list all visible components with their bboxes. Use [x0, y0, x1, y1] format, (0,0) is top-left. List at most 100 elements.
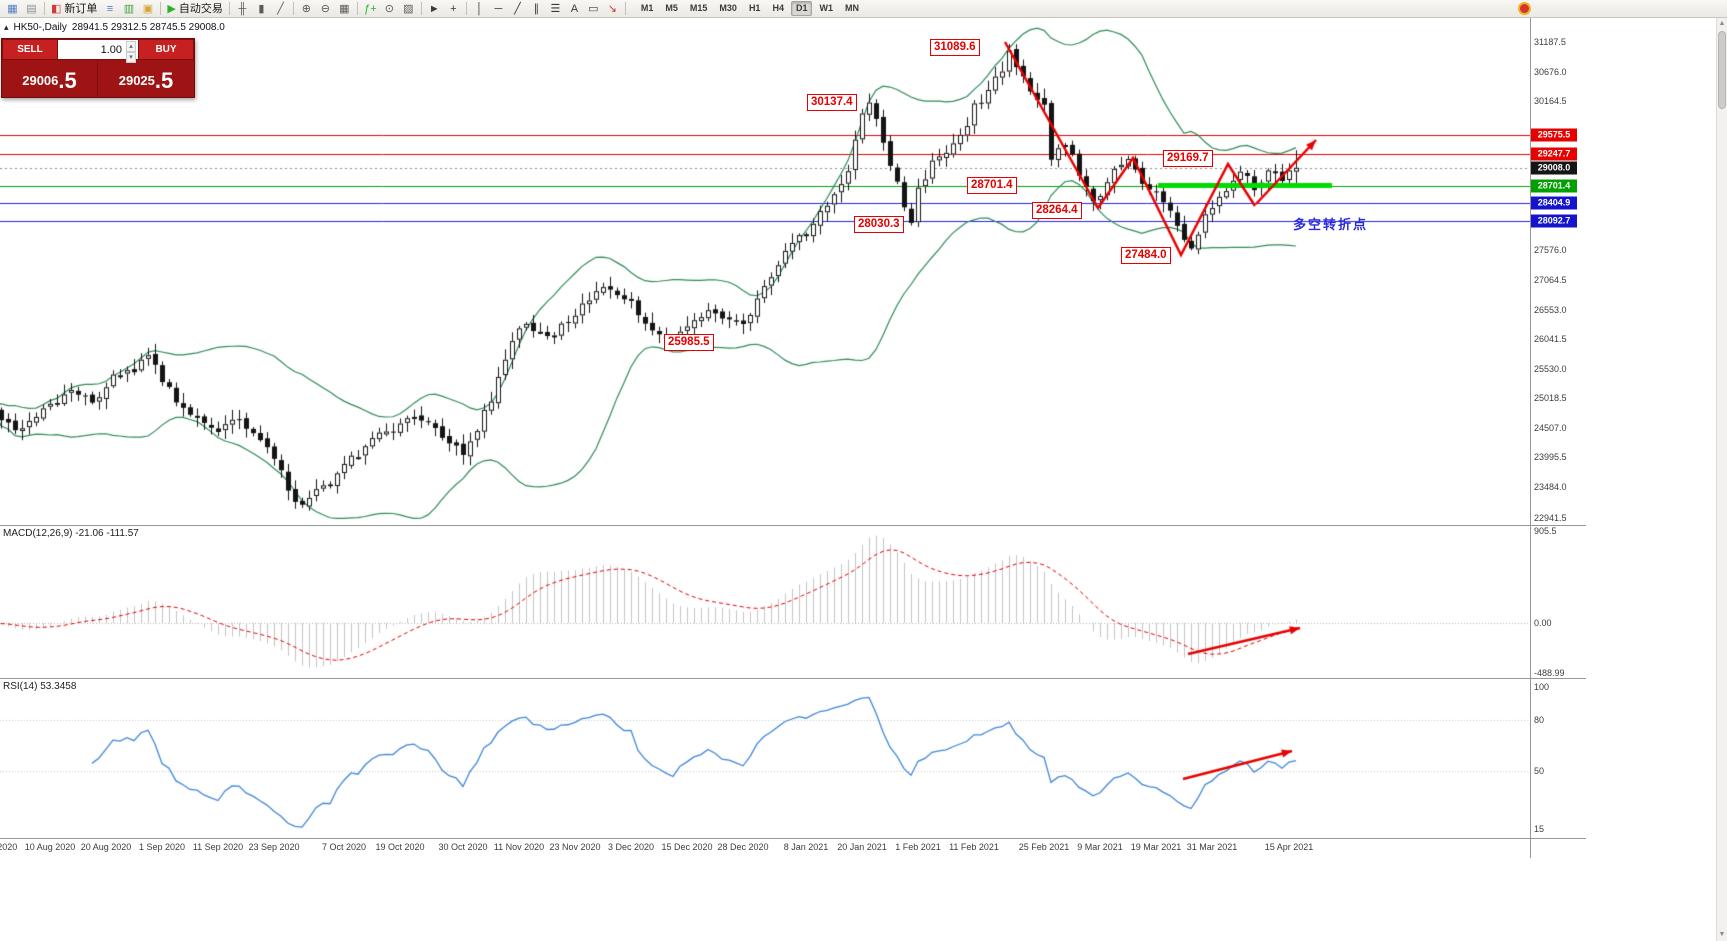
autotrading-button[interactable]: ▶ 自动交易 — [165, 1, 224, 16]
equidistant-channel-button[interactable]: ∥ — [528, 1, 545, 16]
arrows-tool-button[interactable]: ↘ — [604, 1, 621, 16]
trendline-icon: ╱ — [514, 2, 521, 15]
rsi-pane-canvas[interactable] — [0, 679, 1530, 838]
indicators-icon: ƒ+ — [364, 2, 377, 15]
horizontal-line-button[interactable]: ─ — [490, 1, 507, 16]
price-axis-label: 31187.5 — [1534, 37, 1566, 47]
data-window-button[interactable]: ▥ — [120, 1, 137, 16]
timeframe-m15[interactable]: M15 — [689, 3, 708, 13]
price-tag: 28701.4 — [1531, 179, 1577, 192]
vertical-line-icon: │ — [475, 2, 483, 15]
cursor-button[interactable]: ► — [426, 1, 443, 16]
price-axis-label: 30164.5 — [1534, 96, 1567, 107]
price-annotation[interactable]: 28701.4 — [967, 177, 1017, 194]
price-annotation[interactable]: 28030.3 — [854, 216, 904, 233]
macd-pane-separator[interactable] — [0, 525, 1586, 526]
date-axis: 29 Jul 2020 10 Aug 2020 20 Aug 2020 1 Sep 2… — [0, 839, 1530, 858]
price-annotation[interactable]: 30137.4 — [807, 94, 857, 111]
rsi-axis-label: 80 — [1534, 715, 1545, 726]
toolbar-separator — [44, 2, 45, 15]
price-annotation[interactable]: 31089.6 — [930, 39, 980, 56]
timeframe-m30[interactable]: M30 — [719, 3, 737, 13]
date-label: 30 Oct 2020 — [438, 842, 488, 852]
periods-button[interactable]: ⊙ — [381, 1, 398, 16]
price-axis-border — [1530, 18, 1531, 858]
buy-price[interactable]: 29025 .5 — [98, 60, 194, 97]
timeframe-m5[interactable]: M5 — [665, 3, 678, 13]
timeframe-w1[interactable]: W1 — [819, 3, 833, 13]
timeframe-h1[interactable]: H1 — [748, 3, 761, 13]
bar-chart-button[interactable]: ╫ — [234, 1, 251, 16]
price-annotation[interactable]: 28264.4 — [1032, 202, 1082, 219]
timeframe-d1[interactable]: D1 — [790, 1, 813, 16]
rsi-pane-separator[interactable] — [0, 678, 1586, 679]
crosshair-button[interactable]: + — [445, 1, 462, 16]
timeframe-switcher: M1 M5 M15 M30 H1 H4 D1 W1 MN — [635, 1, 865, 16]
date-label: 23 Nov 2020 — [549, 842, 601, 852]
timeframe-h4[interactable]: H4 — [772, 3, 784, 13]
fibonacci-icon: ☰ — [550, 2, 561, 15]
buy-price-frac: .5 — [154, 68, 174, 93]
price-axis-label: 23995.5 — [1534, 452, 1567, 463]
horizontal-line-icon: ─ — [494, 2, 503, 15]
trendline-button[interactable]: ╱ — [509, 1, 526, 16]
tile-windows-button[interactable]: ▦ — [336, 1, 353, 16]
toolbar-separator — [420, 2, 422, 15]
buy-price-main: 29025 — [118, 73, 155, 88]
templates-button[interactable]: ▨ — [400, 1, 417, 16]
volume-up-icon[interactable]: ▴ — [126, 41, 136, 52]
sell-button[interactable]: SELL — [2, 39, 58, 60]
price-tag: 28092.7 — [1531, 214, 1577, 228]
market-watch-icon: ≡ — [106, 2, 114, 15]
price-annotation[interactable]: 25985.5 — [664, 334, 714, 351]
date-label: 3 Dec 2020 — [607, 842, 655, 852]
text-button[interactable]: A — [566, 1, 583, 16]
candlestick-chart-button[interactable]: ▮ — [253, 1, 270, 16]
community-icon[interactable] — [1518, 2, 1531, 15]
price-axis-label: 30676.0 — [1534, 66, 1567, 77]
sell-price[interactable]: 29006 .5 — [2, 60, 98, 97]
new-chart-button[interactable]: ▦ — [4, 1, 21, 16]
line-chart-button[interactable]: ╱ — [272, 1, 289, 16]
market-watch-button[interactable]: ≡ — [101, 1, 118, 16]
line-chart-icon: ╱ — [277, 2, 284, 15]
price-axis-label: 23484.0 — [1534, 481, 1567, 492]
price-annotation[interactable]: 27484.0 — [1121, 247, 1171, 264]
zoom-out-button[interactable]: ⊖ — [317, 1, 334, 16]
new-order-button[interactable]: ◧ 新订单 — [49, 1, 99, 16]
new-order-icon: ◧ — [51, 2, 62, 15]
vertical-scrollbar[interactable]: ▲ ▼ — [1716, 18, 1727, 941]
volume-value: 1.00 — [100, 43, 122, 56]
scrollbar-up-icon[interactable]: ▲ — [1718, 20, 1726, 27]
buy-button[interactable]: BUY — [138, 39, 194, 60]
date-label: 1 Sep 2020 — [138, 842, 186, 852]
profiles-button[interactable]: ▤ — [23, 1, 40, 16]
turning-point-note[interactable]: 多空转折点 — [1293, 217, 1369, 232]
rsi-axis-label: 15 — [1534, 824, 1545, 834]
volume-input[interactable]: 1.00 ▴ ▾ — [58, 39, 138, 63]
price-annotation[interactable]: 29169.7 — [1163, 150, 1213, 167]
indicators-button[interactable]: ƒ+ — [362, 1, 379, 16]
timeframe-m1[interactable]: M1 — [640, 3, 654, 13]
main-toolbar: ▦ ▤ ◧ 新订单 ≡ ▥ ▣ ▶ 自动交易 ╫ ▮ ╱ ⊕ ⊖ ▦ ƒ+ ⊙ ▨ ► + │ ─ ╱ ∥ ☰ A ▭ ↘ M1 M5 M1… — [0, 0, 1727, 18]
autotrading-icon-label: 自动交易 — [178, 2, 223, 15]
zoom-in-button[interactable]: ⊕ — [298, 1, 315, 16]
scrollbar-down-icon: ▼ — [1718, 931, 1726, 938]
timeframe-mn[interactable]: MN — [844, 3, 859, 13]
terminal-icon: ▣ — [142, 2, 154, 15]
scrollbar-thumb[interactable] — [1718, 31, 1726, 109]
macd-axis-label: 0.00 — [1534, 618, 1552, 629]
terminal-button[interactable]: ▣ — [139, 1, 156, 16]
volume-down-icon[interactable]: ▾ — [126, 52, 136, 63]
autotrading-icon: ▶ — [167, 2, 176, 15]
vertical-line-button[interactable]: │ — [471, 1, 488, 16]
chart-symbol-icon: ▴ — [4, 22, 9, 32]
rsi-axis-label: 50 — [1534, 765, 1545, 776]
text-label-button[interactable]: ▭ — [585, 1, 602, 16]
main-chart-canvas[interactable] — [0, 18, 1530, 525]
equidistant-channel-icon: ∥ — [533, 2, 540, 15]
date-label: 23 Sep 2020 — [248, 842, 300, 852]
periods-icon: ⊙ — [384, 2, 394, 15]
macd-pane-canvas[interactable] — [0, 526, 1530, 678]
fibonacci-button[interactable]: ☰ — [547, 1, 564, 16]
